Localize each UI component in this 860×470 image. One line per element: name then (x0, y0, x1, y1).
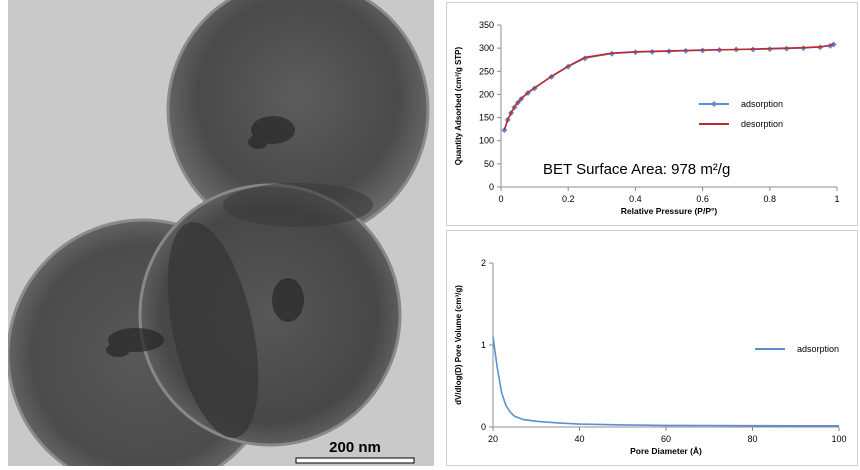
scale-bar (295, 457, 415, 464)
y-axis-label: dV/dlog(D) Pore Volume (cm³/g) (454, 285, 463, 405)
legend-marker-adsorption (711, 101, 717, 107)
x-tick-label: 0.8 (764, 194, 777, 204)
series-line-desorption (503, 43, 834, 131)
y-tick-label: 0 (481, 422, 486, 432)
y-tick-label: 100 (479, 136, 494, 146)
x-tick-label: 1 (834, 194, 839, 204)
y-tick-label: 200 (479, 89, 494, 99)
legend-label-adsorption: adsorption (797, 344, 839, 354)
scale-bar-label: 200 nm (329, 439, 381, 456)
particle-overlap (167, 222, 259, 438)
x-tick-label: 60 (661, 434, 671, 444)
y-tick-label: 1 (481, 340, 486, 350)
x-tick-label: 0.4 (629, 194, 642, 204)
isotherm-chart-panel: 0 0.2 0.4 0.6 0.8 1 0 50 100 150 200 250 300 350 Relat… (446, 2, 858, 226)
x-tick-label: 80 (747, 434, 757, 444)
y-tick-label: 300 (479, 43, 494, 53)
x-tick-label: 0.6 (696, 194, 709, 204)
y-tick-label: 2 (481, 258, 486, 268)
x-tick-label: 0 (498, 194, 503, 204)
x-tick-label: 100 (831, 434, 846, 444)
pore-distribution-chart: 20 40 60 80 100 0 1 2 Pore Diameter (Å) dV/dlog(D… (454, 258, 847, 456)
y-tick-label: 350 (479, 20, 494, 30)
legend-label-adsorption: adsorption (741, 99, 783, 109)
series-line-adsorption (503, 43, 834, 131)
y-tick-label: 250 (479, 66, 494, 76)
y-tick-label: 150 (479, 113, 494, 123)
particle-core-features (106, 116, 304, 357)
x-tick-label: 0.2 (562, 194, 575, 204)
x-axis-label: Pore Diameter (Å) (630, 446, 702, 456)
y-tick-label: 50 (484, 159, 494, 169)
legend-label-desorption: desorption (741, 119, 783, 129)
pore-distribution-chart-panel: 20 40 60 80 100 0 1 2 Pore Diameter (Å) dV/dlog(D… (446, 230, 858, 466)
series-line-adsorption (492, 336, 839, 427)
y-tick-label: 0 (489, 182, 494, 192)
y-axis-label: Quantity Adsorbed (cm³/g STP) (454, 46, 463, 165)
x-axis-label: Relative Pressure (P/P°) (621, 206, 718, 216)
isotherm-chart: 0 0.2 0.4 0.6 0.8 1 0 50 100 150 200 250 300 350 Relat… (454, 20, 840, 216)
bet-annotation: BET Surface Area: 978 m²/g (543, 161, 730, 178)
x-tick-label: 40 (574, 434, 584, 444)
particle-overlap-top (223, 183, 373, 227)
tem-micrograph: 200 nm (8, 0, 434, 466)
x-tick-label: 20 (488, 434, 498, 444)
